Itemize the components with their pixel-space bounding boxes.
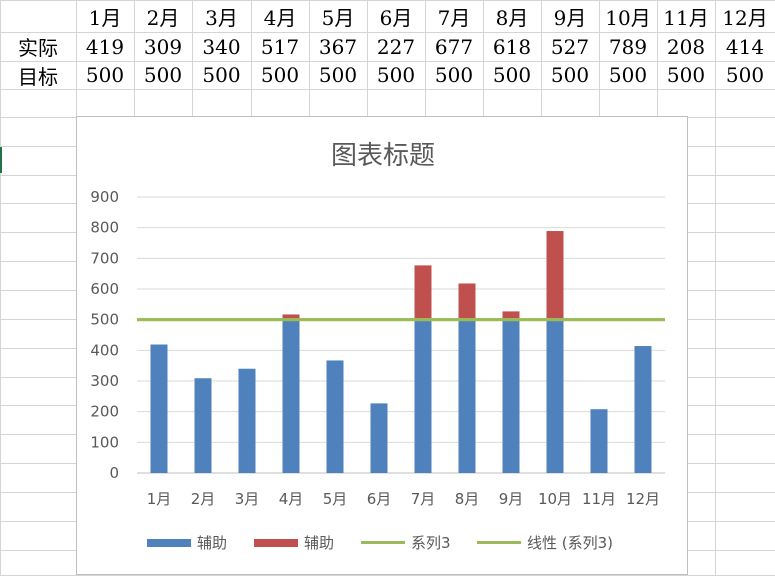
month-header-cell[interactable]: 7月 <box>437 5 471 30</box>
value-cell[interactable]: 500 <box>608 63 648 87</box>
month-header-cell[interactable]: 11月 <box>663 5 709 30</box>
bar-series-1-12 <box>634 346 652 473</box>
x-tick-label: 9月 <box>499 490 524 508</box>
bar-series-2-4 <box>282 314 300 320</box>
bar-series-1-5 <box>326 360 344 473</box>
bar-series-1-3 <box>238 368 256 473</box>
value-cell[interactable]: 500 <box>202 63 241 87</box>
x-tick-label: 5月 <box>323 490 348 508</box>
legend-swatch-series-4 <box>477 541 521 544</box>
chart-plot: 0 100 200 300 400 500 600 700 800 900 1月 2月 3月 4月 5月 6月… <box>90 188 665 508</box>
bar-series-1-10 <box>546 319 564 473</box>
grid-row-line <box>0 89 775 90</box>
month-header-cell[interactable]: 6月 <box>379 5 413 30</box>
value-cell[interactable]: 500 <box>143 63 183 87</box>
value-cell[interactable]: 419 <box>85 34 125 59</box>
y-tick-label: 300 <box>90 372 119 390</box>
bar-series-1-8 <box>458 319 476 473</box>
value-cell[interactable]: 208 <box>666 34 706 59</box>
grid-column-line <box>715 0 716 575</box>
grid-row-line <box>0 32 775 33</box>
bar-series-1-7 <box>414 319 432 473</box>
bar-series-1-4 <box>282 319 300 473</box>
x-tick-label: 8月 <box>455 490 480 508</box>
bar-series-1-1 <box>150 344 168 473</box>
month-header-cell[interactable]: 12月 <box>722 5 768 30</box>
value-cell[interactable]: 227 <box>376 34 416 59</box>
bar-series-1-6 <box>370 403 388 473</box>
x-tick-label: 3月 <box>235 490 260 508</box>
month-header-cell[interactable]: 2月 <box>146 5 180 30</box>
legend-item-series-2: 辅助 <box>254 532 334 553</box>
x-tick-label: 7月 <box>411 490 436 508</box>
row-label-cell[interactable]: 实际 <box>18 36 58 60</box>
value-cell[interactable]: 618 <box>492 34 532 59</box>
value-cell[interactable]: 500 <box>666 63 706 87</box>
value-cell[interactable]: 500 <box>434 63 474 87</box>
x-tick-label: 12月 <box>626 490 660 508</box>
x-tick-label: 4月 <box>279 490 304 508</box>
value-cell[interactable]: 367 <box>318 34 358 59</box>
x-tick-label: 6月 <box>367 490 392 508</box>
month-header-cell[interactable]: 9月 <box>553 5 587 30</box>
legend-label-series-2: 辅助 <box>304 534 335 552</box>
value-cell[interactable]: 517 <box>260 34 300 59</box>
month-header-cell[interactable]: 1月 <box>88 5 122 30</box>
x-tick-label: 10月 <box>538 490 572 508</box>
value-cell[interactable]: 677 <box>434 34 474 59</box>
y-tick-label: 700 <box>90 249 119 267</box>
month-header-cell[interactable]: 4月 <box>263 5 297 30</box>
legend-swatch-series-2 <box>254 538 298 547</box>
chart-title[interactable]: 图表标题 <box>330 141 435 171</box>
row-label-cell[interactable]: 目标 <box>18 64 58 89</box>
bar-series-1-11 <box>590 409 608 473</box>
value-cell[interactable]: 500 <box>318 63 358 87</box>
bar-series-2-7 <box>414 265 432 320</box>
legend-label-series-3: 系列3 <box>411 534 451 552</box>
grid-column-line <box>0 0 1 575</box>
grid-row-line <box>0 61 775 62</box>
value-cell[interactable]: 527 <box>550 34 590 59</box>
bar-series-2-8 <box>458 283 476 320</box>
y-tick-label: 800 <box>90 219 119 237</box>
bar-series-2-10 <box>546 231 564 320</box>
y-tick-label: 200 <box>90 403 119 421</box>
value-cell[interactable]: 500 <box>550 63 590 87</box>
month-header-cell[interactable]: 10月 <box>605 5 651 30</box>
active-cell-marker <box>0 147 2 173</box>
bar-series-2-9 <box>502 311 520 320</box>
month-header-cell[interactable]: 8月 <box>495 5 529 30</box>
value-cell[interactable]: 500 <box>376 63 416 87</box>
value-cell[interactable]: 340 <box>202 34 241 59</box>
value-cell[interactable]: 414 <box>725 34 765 59</box>
value-cell[interactable]: 500 <box>725 63 765 87</box>
x-tick-label: 1月 <box>147 490 172 508</box>
legend-item-series-3: 系列3 <box>361 532 451 553</box>
legend-swatch-series-3 <box>361 541 405 544</box>
value-cell[interactable]: 500 <box>492 63 532 87</box>
legend-swatch-series-1 <box>147 538 191 547</box>
y-tick-label: 500 <box>90 311 119 329</box>
chart[interactable]: 图表标题 0 100 200 300 400 500 600 700 800 900 1月 2月 3月 4… <box>76 116 688 575</box>
bar-series-1-9 <box>502 319 520 473</box>
month-header-cell[interactable]: 5月 <box>321 5 355 30</box>
value-cell[interactable]: 500 <box>260 63 300 87</box>
legend-label-series-4: 线性 (系列3) <box>527 534 614 552</box>
value-cell[interactable]: 789 <box>608 34 648 59</box>
bar-series-1-2 <box>194 378 212 473</box>
y-tick-label: 400 <box>90 341 119 359</box>
month-header-cell[interactable]: 3月 <box>205 5 238 30</box>
grid-row-line <box>0 0 775 1</box>
y-tick-label: 900 <box>90 188 119 206</box>
x-tick-label: 11月 <box>582 490 616 508</box>
legend-item-series-4: 线性 (系列3) <box>477 532 613 553</box>
value-cell[interactable]: 500 <box>85 63 125 87</box>
x-tick-label: 2月 <box>191 490 216 508</box>
legend-item-series-1: 辅助 <box>147 532 227 553</box>
y-tick-label: 100 <box>90 433 119 451</box>
y-tick-label: 0 <box>109 464 119 482</box>
y-tick-label: 600 <box>90 280 119 298</box>
value-cell[interactable]: 309 <box>143 34 183 59</box>
legend-label-series-1: 辅助 <box>197 534 228 552</box>
